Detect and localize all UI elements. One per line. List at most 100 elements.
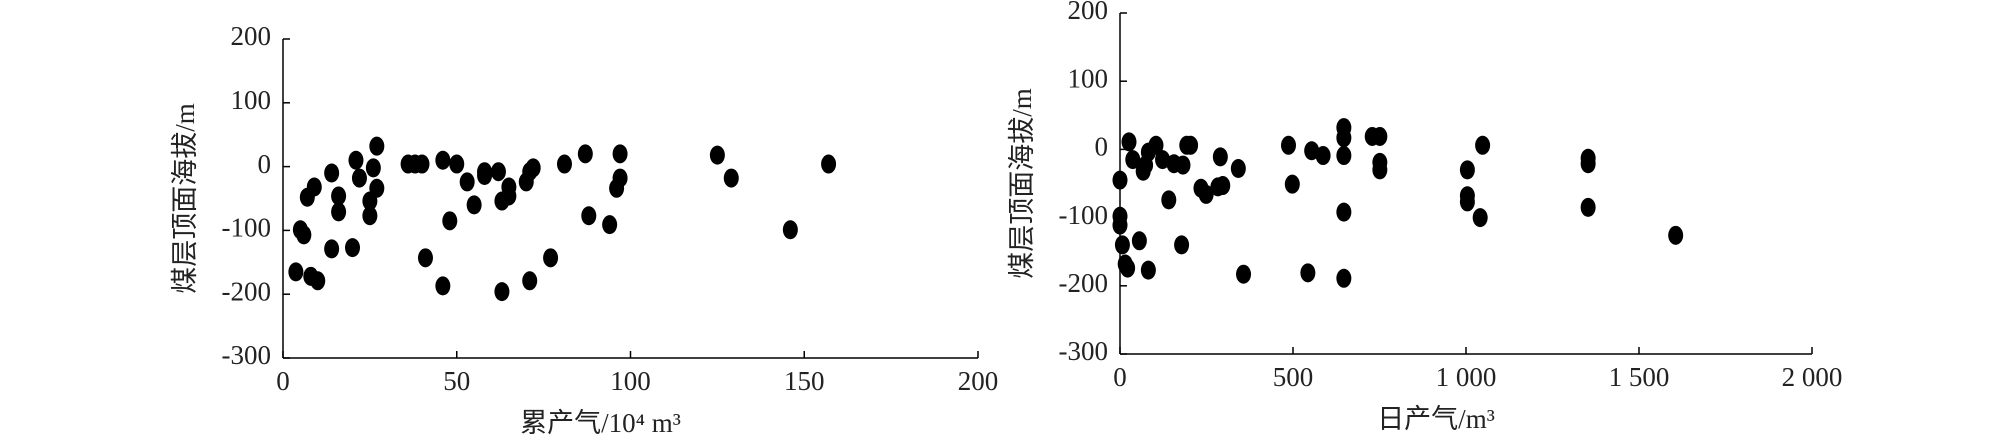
y-tick-label: 200 [231,21,272,51]
point [1198,184,1214,204]
point [543,248,559,268]
point [1580,197,1596,217]
point [1372,126,1388,146]
point [1125,150,1141,170]
point [331,202,347,222]
point [348,150,364,170]
point [1112,170,1128,190]
x-tick-label: 500 [1273,362,1314,392]
point [1112,215,1128,235]
point [1120,258,1136,278]
y-tick-label: 0 [258,149,272,179]
y-axis-label: 煤层顶面海拔/m [1007,88,1037,279]
point [490,162,506,182]
point [1459,160,1475,180]
point [1212,147,1228,167]
point [581,206,597,226]
x-axis-label: 日产气/m³ [1377,404,1495,434]
point [577,144,593,164]
y-tick-label: -200 [222,276,272,306]
point [1315,146,1331,166]
y-tick-label: 0 [1095,132,1109,162]
point [602,215,618,235]
point [1155,150,1171,170]
point [442,211,458,231]
point [310,271,326,291]
point [1140,260,1156,280]
point [296,225,312,245]
y-tick-label: -300 [222,340,272,370]
point [306,177,322,197]
point [1336,268,1352,288]
point [1336,202,1352,222]
point [324,163,340,183]
point [449,154,465,174]
x-tick-label: 1 500 [1609,362,1670,392]
x-tick-label: 0 [276,366,290,396]
y-tick-label: -300 [1059,336,1109,366]
x-tick-label: 150 [784,366,825,396]
point [612,168,628,188]
point [1131,231,1147,251]
point [1215,176,1231,196]
point [1148,135,1164,155]
x-tick-label: 50 [443,366,470,396]
point [477,162,493,182]
point [365,158,381,178]
y-tick-label: 200 [1068,0,1109,25]
point [1668,225,1684,245]
x-tick-label: 2 000 [1782,362,1843,392]
point [288,262,304,282]
point [1475,135,1491,155]
point [1580,154,1596,174]
point [1230,158,1246,178]
point [612,144,628,164]
point [1459,192,1475,212]
point [782,220,798,240]
y-tick-label: -100 [222,213,272,243]
point [1114,235,1130,255]
point [351,168,367,188]
point [435,150,451,170]
point [723,168,739,188]
point [1300,263,1316,283]
point [369,178,385,198]
point [1281,135,1297,155]
point [1336,146,1352,166]
x-axis-label: 累产气/10⁴ m³ [520,408,681,438]
point [1372,160,1388,180]
point [1183,135,1199,155]
point [494,282,510,302]
point [556,154,572,174]
point [501,177,517,197]
point [369,136,385,156]
point [1175,155,1191,175]
point [1174,235,1190,255]
x-tick-label: 1 000 [1436,362,1497,392]
point [1472,208,1488,228]
point [417,248,433,268]
y-tick-label: 100 [1068,63,1109,93]
point [1284,174,1300,194]
point [1236,264,1252,284]
y-tick-label: 100 [231,85,272,115]
point [466,195,482,215]
point [821,154,837,174]
point [345,238,360,258]
point [435,276,451,296]
point [362,206,378,226]
point [459,172,475,192]
y-tick-label: -200 [1059,268,1109,298]
x-tick-label: 0 [1113,362,1127,392]
point [324,239,340,259]
y-axis-label: 煤层顶面海拔/m [170,103,200,294]
point [522,271,538,291]
point [331,186,347,206]
point [1336,128,1352,148]
point [709,145,725,165]
y-tick-label: -100 [1059,200,1109,230]
point [1304,141,1320,161]
point [525,158,541,178]
x-tick-label: 100 [610,366,651,396]
point [1121,132,1137,152]
